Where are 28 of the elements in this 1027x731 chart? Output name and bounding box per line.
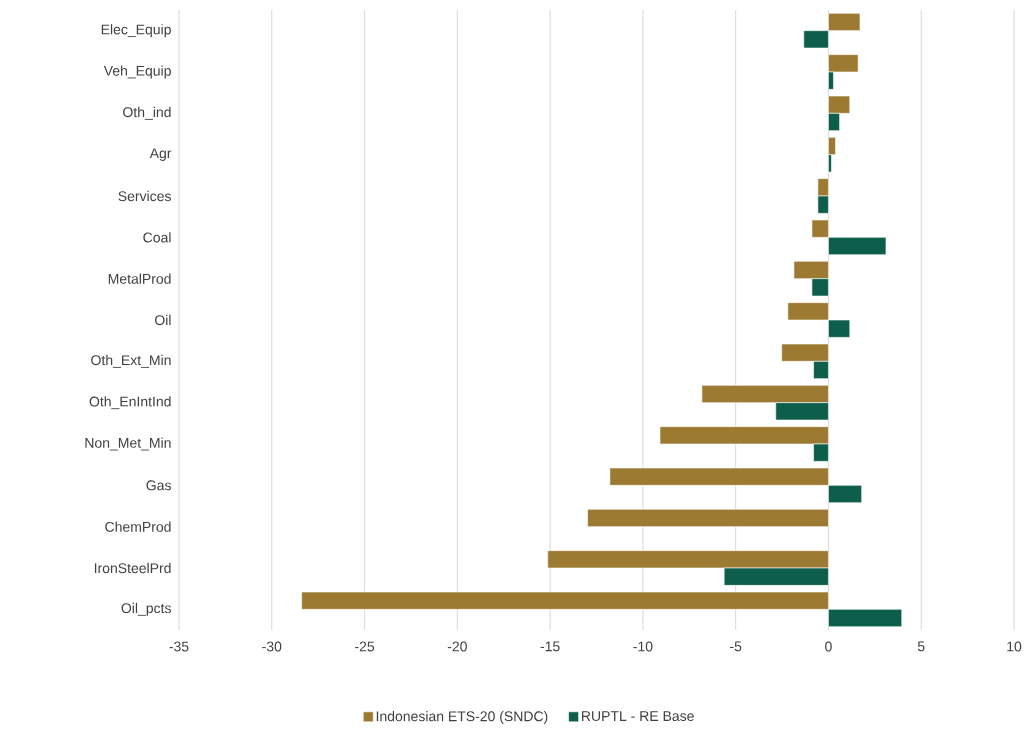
- legend-label: RUPTL - RE Base: [582, 711, 694, 722]
- y-tick-label: ChemProd: [105, 521, 171, 532]
- y-tick-label: Non_Met_Min: [85, 437, 171, 451]
- x-tick-label: 5: [917, 641, 925, 652]
- y-tick-label: Oth_Ext_Min: [91, 354, 171, 368]
- x-tick-label: -35: [169, 641, 189, 652]
- y-tick-label: IronSteelPrd: [94, 562, 171, 574]
- y-tick-label: Veh_Equip: [103, 65, 171, 79]
- x-tick-label: -15: [540, 641, 560, 652]
- x-tick-label: -25: [355, 641, 375, 652]
- x-tick-label: -5: [730, 641, 742, 652]
- y-tick-label: Oth_ind: [123, 106, 171, 120]
- x-tick-label: 0: [825, 641, 832, 652]
- y-tick-label: Agr: [149, 148, 172, 161]
- y-tick-label: Gas: [146, 480, 171, 491]
- y-tick-label: MetalProd: [108, 273, 171, 284]
- y-tick-label: Elec_Equip: [101, 24, 171, 38]
- y-tick-label: Oth_EnIntInd: [89, 396, 171, 410]
- x-tick-label: -30: [262, 641, 282, 652]
- bar: [587, 509, 829, 527]
- y-tick-label: Oil_pcts: [121, 602, 171, 616]
- x-tick-label: 10: [1007, 641, 1022, 652]
- y-tick-label: Coal: [143, 232, 171, 243]
- x-tick-label: -20: [447, 641, 467, 652]
- x-tick-label: -10: [633, 641, 653, 652]
- legend-label: Indonesian ETS-20 (SNDC): [376, 710, 548, 725]
- y-tick-label: Oil: [155, 314, 171, 326]
- y-tick-label: Services: [118, 190, 171, 202]
